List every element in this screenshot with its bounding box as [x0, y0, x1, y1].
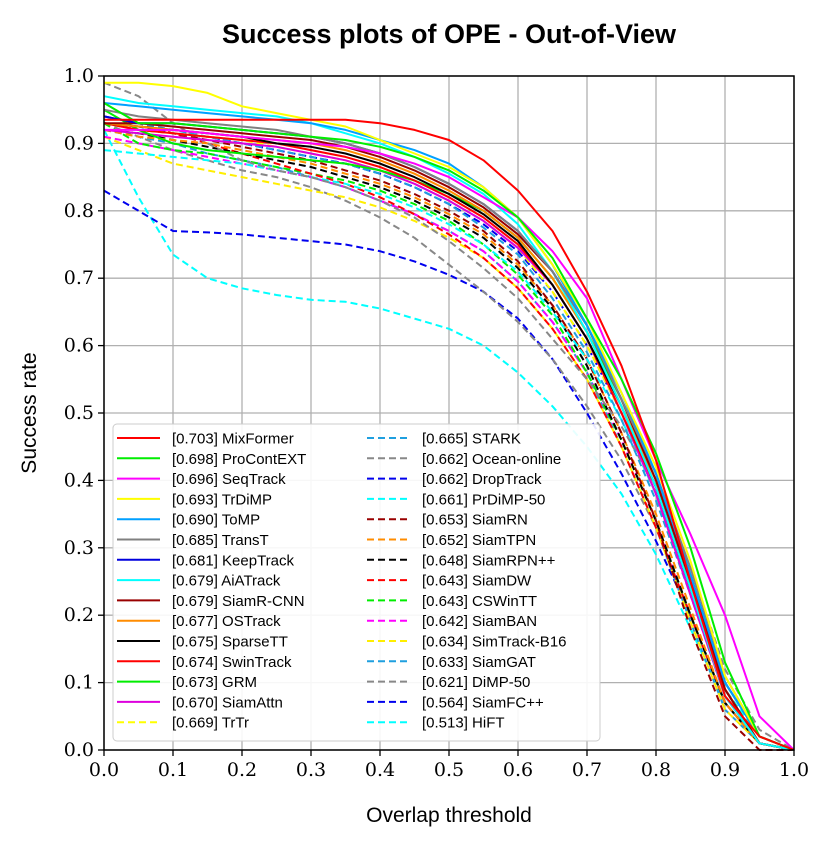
x-tick-label: 0.6: [503, 759, 533, 781]
y-tick-label: 0.6: [64, 335, 94, 357]
series-line: [103, 122, 795, 751]
legend-label: [0.681] KeepTrack: [172, 552, 295, 569]
legend-label: [0.693] TrDiMP: [172, 491, 272, 508]
legend-label: [0.634] SimTrack-B16: [422, 634, 567, 651]
legend-label: [0.633] SiamGAT: [422, 654, 536, 671]
series-line: [103, 149, 795, 751]
series-line: [104, 122, 795, 751]
legend-label: [0.696] SeqTrack: [172, 471, 286, 488]
legend-label: [0.665] STARK: [422, 431, 521, 448]
x-tick-label: 0.4: [365, 759, 395, 781]
legend-label: [0.685] TransT: [172, 532, 269, 549]
y-axis-label: Success rate: [18, 352, 41, 473]
legend-label: [0.670] SiamAttn: [172, 694, 283, 711]
legend-label: [0.652] SiamTPN: [422, 532, 536, 549]
series-line: [103, 128, 795, 751]
x-tick-label: 0.9: [710, 759, 740, 781]
legend-label: [0.669] TrTr: [172, 715, 249, 732]
series-line: [103, 102, 795, 751]
legend-label: [0.648] SiamRPN++: [422, 552, 556, 569]
x-tick-label: 1.0: [779, 759, 809, 781]
series-line: [103, 81, 795, 751]
x-tick-label: 0.2: [227, 759, 257, 781]
series-line: [104, 81, 795, 751]
legend-label: [0.662] Ocean-online: [422, 451, 561, 468]
y-tick-label: 0.0: [64, 739, 94, 761]
legend-label: [0.673] GRM: [172, 674, 257, 691]
legend: [0.703] MixFormer [0.698] ProContEXT [0.69…: [112, 423, 601, 742]
legend-label: [0.679] SiamR-CNN: [172, 593, 305, 610]
series-line: [103, 135, 795, 751]
series-line: [104, 128, 795, 751]
legend-label: [0.513] HiFT: [422, 715, 505, 732]
legend-label: [0.690] ToMP: [172, 512, 260, 529]
x-tick-label: 0.3: [296, 759, 326, 781]
y-tick-label: 0.2: [64, 604, 94, 626]
chart-title: Success plots of OPE - Out-of-View: [222, 19, 677, 49]
legend-box: [112, 423, 601, 742]
x-tick-label: 0.5: [434, 759, 464, 781]
x-tick-label: 0.7: [572, 759, 602, 781]
x-tick-label: 0.1: [158, 759, 188, 781]
x-tick-label: 0.8: [641, 759, 671, 781]
legend-label: [0.662] DropTrack: [422, 471, 542, 488]
series-line: [103, 129, 795, 751]
legend-label: [0.677] OSTrack: [172, 613, 281, 630]
y-tick-label: 0.7: [64, 267, 94, 289]
legend-label: [0.653] SiamRN: [422, 512, 528, 529]
legend-label: [0.679] AiATrack: [172, 573, 281, 590]
series-line: [103, 115, 795, 751]
y-tick-label: 0.8: [64, 200, 94, 222]
legend-label: [0.698] ProContEXT: [172, 451, 306, 468]
series-line: [103, 108, 795, 751]
legend-label: [0.661] PrDiMP-50: [422, 491, 545, 508]
series-line: [103, 95, 795, 751]
series-line: [103, 128, 795, 751]
x-tick-label: 0.0: [89, 759, 119, 781]
y-tick-label: 1.0: [64, 65, 94, 87]
y-tick-label: 0.9: [64, 132, 94, 154]
y-tick-label: 0.1: [64, 672, 94, 694]
legend-label: [0.674] SwinTrack: [172, 654, 292, 671]
series-line: [104, 118, 795, 751]
series-line: [103, 122, 794, 751]
legend-label: [0.642] SiamBAN: [422, 613, 537, 630]
axis-ticks: 0.0 0.1 0.2 0.3 0.4 0.5 0.6 0.7 0.8 0.9 1.0 0.0 0.1 0…: [64, 65, 809, 781]
y-tick-label: 0.4: [64, 469, 94, 491]
legend-label: [0.675] SparseTT: [172, 634, 288, 651]
x-axis-label: Overlap threshold: [366, 804, 532, 827]
legend-label: [0.621] DiMP-50: [422, 674, 530, 691]
y-tick-label: 0.3: [64, 537, 94, 559]
y-tick-label: 0.5: [64, 402, 94, 424]
series-line: [103, 122, 795, 751]
legend-label: [0.703] MixFormer: [172, 431, 294, 448]
legend-label: [0.564] SiamFC++: [422, 694, 544, 711]
legend-label: [0.643] SiamDW: [422, 573, 532, 590]
series-lines: [103, 81, 795, 751]
legend-label: [0.643] CSWinTT: [422, 593, 537, 610]
